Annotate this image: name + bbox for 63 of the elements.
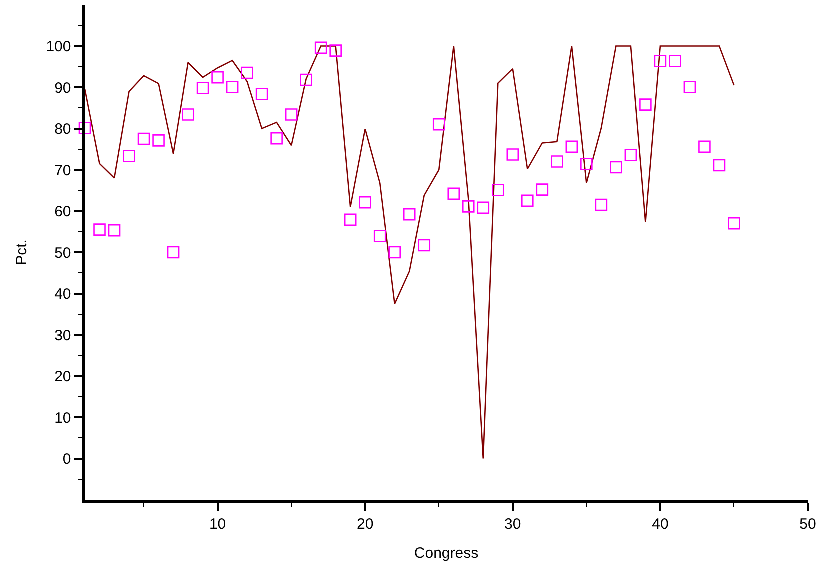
y-tick-label: 100 [46, 38, 72, 56]
point [551, 156, 564, 168]
point [314, 42, 328, 54]
point [522, 194, 534, 208]
x-axis-title: Congress [414, 544, 479, 562]
point [108, 224, 121, 237]
point [374, 230, 386, 243]
point [728, 217, 740, 230]
y-tick-label: 10 [54, 410, 72, 427]
y-tick-label: 60 [54, 204, 72, 220]
point [270, 132, 283, 145]
point [196, 82, 210, 94]
y-tick-label: 80 [54, 121, 72, 138]
point [684, 80, 696, 94]
point [123, 150, 136, 163]
x-tick-label: 20 [357, 516, 374, 533]
point [256, 88, 268, 100]
point [448, 188, 460, 200]
point [477, 202, 490, 214]
point [432, 118, 446, 131]
point [226, 80, 239, 94]
point [418, 239, 431, 252]
y-tick-label: 30 [54, 327, 72, 344]
y-tick-label: 70 [54, 162, 72, 180]
y-tick-label: 0 [62, 451, 72, 468]
point [94, 224, 106, 236]
point [403, 208, 416, 221]
x-tick-label: 40 [652, 516, 669, 533]
point [330, 44, 342, 57]
point [566, 140, 578, 154]
point [344, 214, 357, 226]
point [713, 159, 726, 172]
point [388, 246, 402, 259]
point [580, 158, 593, 170]
point [78, 122, 92, 134]
x-tick-label: 30 [504, 516, 522, 533]
point [212, 71, 224, 84]
point [462, 200, 475, 213]
point [167, 246, 180, 259]
y-tick-label: 90 [54, 80, 72, 97]
point [285, 108, 298, 121]
point [152, 134, 165, 147]
y-axis-title: Pct. [13, 240, 30, 266]
point [241, 66, 254, 80]
point [669, 54, 682, 68]
x-tick-label: 50 [800, 516, 816, 533]
point [506, 148, 520, 161]
point [359, 196, 372, 209]
y-tick-label: 20 [54, 368, 72, 386]
y-tick-label: 50 [54, 244, 72, 262]
point [492, 184, 504, 196]
point [300, 74, 312, 86]
point [536, 184, 549, 196]
point [624, 149, 638, 162]
point [698, 140, 711, 154]
point [640, 98, 652, 111]
point [182, 108, 194, 121]
point [610, 161, 622, 174]
point [138, 132, 150, 146]
y-tick-label: 40 [54, 286, 72, 303]
x-tick-label: 10 [209, 516, 226, 533]
point [654, 54, 667, 68]
point [595, 198, 608, 212]
